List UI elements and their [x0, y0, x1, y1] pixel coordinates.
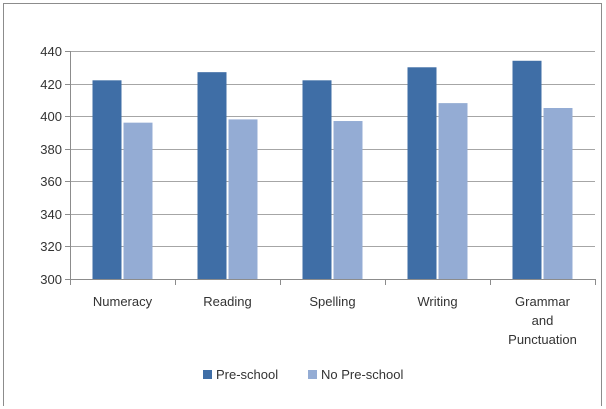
- y-tick-label: 360: [40, 174, 62, 189]
- x-axis: [70, 51, 596, 285]
- bar-pre-school: [197, 72, 227, 280]
- y-axis-ticks: 300 320 340 360 380 400 420 440: [40, 44, 70, 287]
- legend-label: Pre-school: [216, 367, 278, 382]
- y-tick-label: 380: [40, 142, 62, 157]
- x-tick-label: Writing: [417, 294, 457, 309]
- x-tick-label: Reading: [203, 294, 251, 309]
- bar-pre-school: [302, 80, 332, 279]
- bar-no-pre-school: [543, 108, 573, 279]
- y-tick-label: 400: [40, 109, 62, 124]
- bar-no-pre-school: [333, 121, 363, 280]
- y-tick-label: 320: [40, 239, 62, 254]
- x-tick-label: and: [532, 313, 554, 328]
- x-tick-label: Spelling: [309, 294, 355, 309]
- x-tick-label: Numeracy: [93, 294, 153, 309]
- bars: [92, 60, 573, 280]
- y-tick-label: 440: [40, 44, 62, 59]
- gridlines: [70, 51, 595, 247]
- bar-no-pre-school: [438, 103, 468, 279]
- x-tick-label: Punctuation: [508, 332, 577, 347]
- legend: Pre-school No Pre-school: [203, 367, 403, 382]
- legend-swatch: [203, 370, 212, 379]
- legend-label: No Pre-school: [321, 367, 403, 382]
- bar-pre-school: [407, 67, 437, 280]
- y-tick-label: 340: [40, 207, 62, 222]
- bar-pre-school: [512, 60, 542, 280]
- y-tick-label: 300: [40, 272, 62, 287]
- x-axis-labels: Numeracy Reading Spelling Writing Grammar and…: [93, 294, 577, 347]
- y-tick-label: 420: [40, 77, 62, 92]
- bar-pre-school: [92, 80, 122, 279]
- bar-no-pre-school: [228, 119, 258, 280]
- bar-no-pre-school: [123, 122, 153, 280]
- legend-swatch: [308, 370, 317, 379]
- x-tick-label: Grammar: [515, 294, 571, 309]
